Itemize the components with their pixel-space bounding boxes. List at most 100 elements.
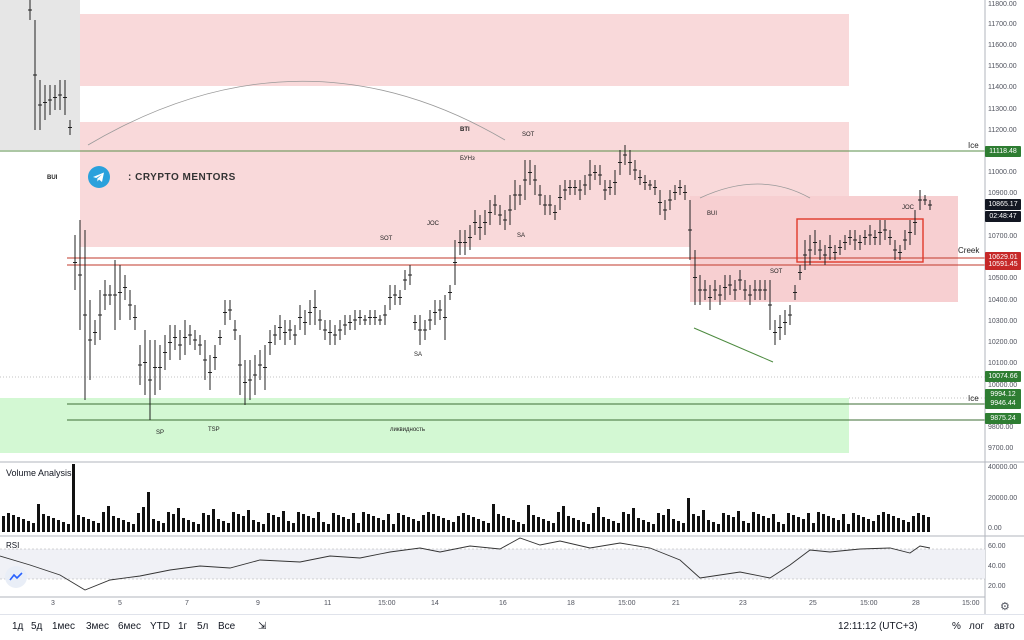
volume-bar xyxy=(142,507,145,532)
label-buyh: БУНз xyxy=(460,156,475,162)
timeframe-button[interactable]: 3мес xyxy=(86,621,109,632)
volume-bar xyxy=(482,521,485,532)
volume-bar xyxy=(862,517,865,532)
volume-title[interactable]: Volume Analysis xyxy=(6,468,72,478)
price-tick: 10000.00 xyxy=(988,382,1018,389)
volume-bar xyxy=(842,514,845,532)
volume-bar xyxy=(387,514,390,532)
log-toggle[interactable]: лог xyxy=(969,621,985,632)
tradingview-logo-icon[interactable] xyxy=(5,566,27,588)
volume-bar xyxy=(517,522,520,532)
label-sot-right: SOT xyxy=(770,269,783,275)
volume-bar xyxy=(417,521,420,532)
volume-bar xyxy=(602,517,605,532)
volume-bar xyxy=(712,522,715,532)
volume-bar xyxy=(742,521,745,532)
label-sot-mid: SOT xyxy=(380,236,393,242)
volume-bar xyxy=(637,518,640,532)
settings-gear-icon[interactable]: ⚙ xyxy=(1000,601,1010,613)
label-liquidity: ликвидность xyxy=(390,427,426,433)
volume-bar xyxy=(177,508,180,532)
volume-bar xyxy=(612,521,615,532)
date-range-icon[interactable]: ⇲ xyxy=(258,621,267,632)
price-label: 10074.66 xyxy=(985,371,1021,382)
volume-bar xyxy=(247,510,250,532)
volume-bar xyxy=(102,512,105,532)
clock[interactable]: 12:11:12 (UTC+3) xyxy=(838,621,918,632)
volume-bar xyxy=(547,521,550,532)
volume-bar xyxy=(122,520,125,532)
volume-bar xyxy=(242,516,245,532)
volume-bar xyxy=(97,523,100,532)
volume-bar xyxy=(32,523,35,532)
rsi-tick: 20.00 xyxy=(988,583,1006,590)
volume-bar xyxy=(42,514,45,532)
volume-bar xyxy=(357,523,360,532)
volume-bar xyxy=(352,513,355,532)
volume-bar xyxy=(372,516,375,532)
volume-bar xyxy=(427,512,430,532)
volume-bar xyxy=(107,506,110,532)
volume-bar xyxy=(492,504,495,532)
volume-bar xyxy=(677,521,680,532)
volume-bar xyxy=(822,514,825,532)
rsi-band xyxy=(0,549,985,579)
volume-bar xyxy=(222,521,225,532)
volume-bar xyxy=(432,514,435,532)
volume-bar xyxy=(497,514,500,532)
time-tick: 28 xyxy=(912,600,920,607)
volume-bar xyxy=(757,514,760,532)
timeframe-button[interactable]: 6мес xyxy=(118,621,141,632)
volume-bar xyxy=(592,513,595,532)
timeframe-button[interactable]: 1мес xyxy=(52,621,75,632)
timeframe-button[interactable]: YTD xyxy=(150,621,170,632)
timeframe-button[interactable]: 1г xyxy=(178,621,188,632)
volume-bar xyxy=(137,513,140,532)
rsi-title[interactable]: RSI xyxy=(6,541,20,550)
rsi-tick: 40.00 xyxy=(988,563,1006,570)
volume-bar xyxy=(127,522,130,532)
label-bui-right: BUI xyxy=(707,211,718,217)
volume-bar xyxy=(477,519,480,532)
volume-bar xyxy=(692,514,695,532)
volume-bar xyxy=(287,521,290,532)
volume-tick: 20000.00 xyxy=(988,495,1018,502)
volume-bar xyxy=(232,512,235,532)
auto-toggle[interactable]: авто xyxy=(994,621,1015,632)
price-tick: 10400.00 xyxy=(988,297,1018,304)
volume-bar xyxy=(652,524,655,532)
percent-toggle[interactable]: % xyxy=(952,621,961,632)
volume-bar xyxy=(472,517,475,532)
volume-bar xyxy=(762,516,765,532)
volume-bar xyxy=(782,524,785,532)
volume-bar xyxy=(162,523,165,532)
price-label: 10591.45 xyxy=(985,259,1021,270)
volume-bar xyxy=(657,513,660,532)
price-tick: 11400.00 xyxy=(988,84,1017,91)
price-tick: 10300.00 xyxy=(988,318,1018,325)
volume-bar xyxy=(672,519,675,532)
volume-bar xyxy=(197,524,200,532)
price-tick: 9700.00 xyxy=(988,445,1014,452)
volume-bar xyxy=(87,519,90,532)
volume-bar xyxy=(7,513,10,532)
label-bti: BTI xyxy=(460,127,470,133)
volume-bar xyxy=(462,513,465,532)
volume-bar xyxy=(702,510,705,532)
timeframe-button[interactable]: Все xyxy=(218,621,236,632)
time-tick: 15:00 xyxy=(618,600,636,607)
volume-bar xyxy=(552,523,555,532)
volume-bar xyxy=(647,522,650,532)
timeframe-button[interactable]: 5д xyxy=(31,621,43,632)
volume-bar xyxy=(832,518,835,532)
volume-bar xyxy=(737,511,740,532)
price-tick: 11000.00 xyxy=(988,169,1017,176)
volume-bar xyxy=(487,523,490,532)
label-sa-mid: SA xyxy=(517,233,526,239)
timeframe-button[interactable]: 5л xyxy=(197,621,209,632)
timeframe-button[interactable]: 1д xyxy=(12,621,24,632)
volume-bar xyxy=(512,520,515,532)
volume-bar xyxy=(212,509,215,532)
volume-bar xyxy=(792,515,795,532)
